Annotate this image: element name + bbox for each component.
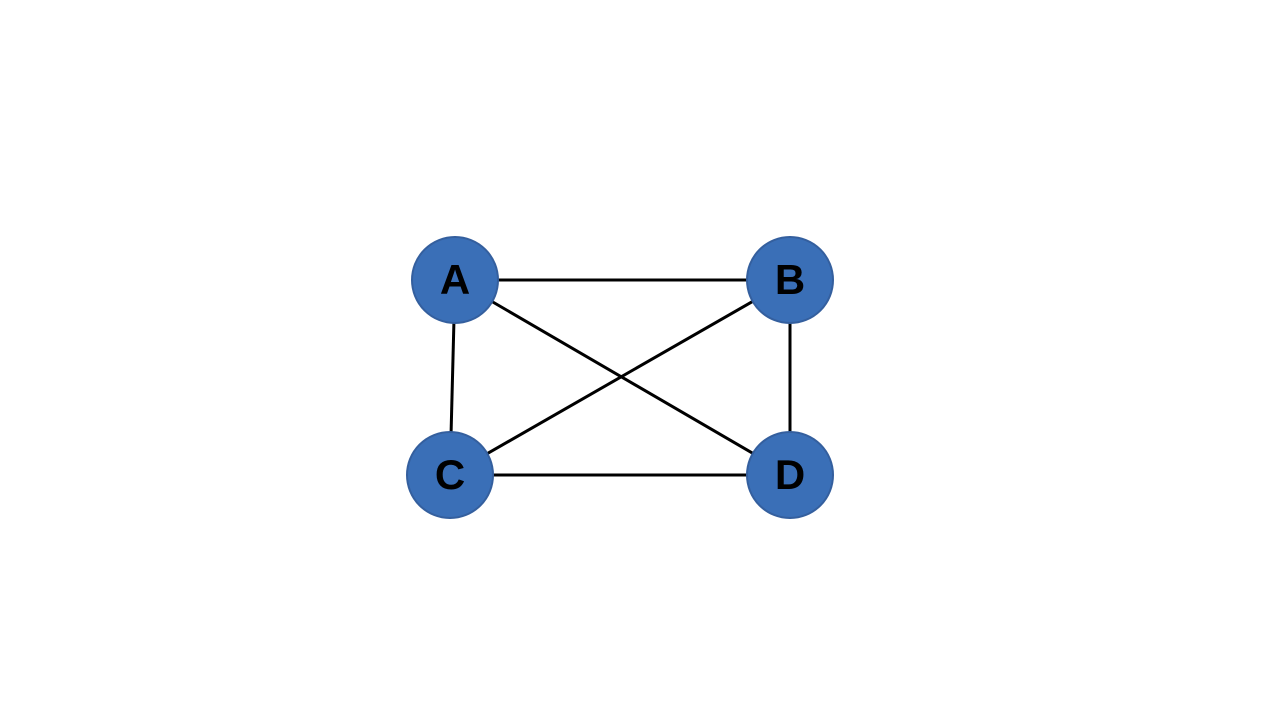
node-C: C (406, 431, 494, 519)
node-D: D (746, 431, 834, 519)
node-label-D: D (775, 451, 805, 499)
graph-edges (450, 280, 790, 475)
node-B: B (746, 236, 834, 324)
node-A: A (411, 236, 499, 324)
node-label-B: B (775, 256, 805, 304)
graph-canvas (0, 0, 1280, 720)
node-label-A: A (440, 256, 470, 304)
node-label-C: C (435, 451, 465, 499)
